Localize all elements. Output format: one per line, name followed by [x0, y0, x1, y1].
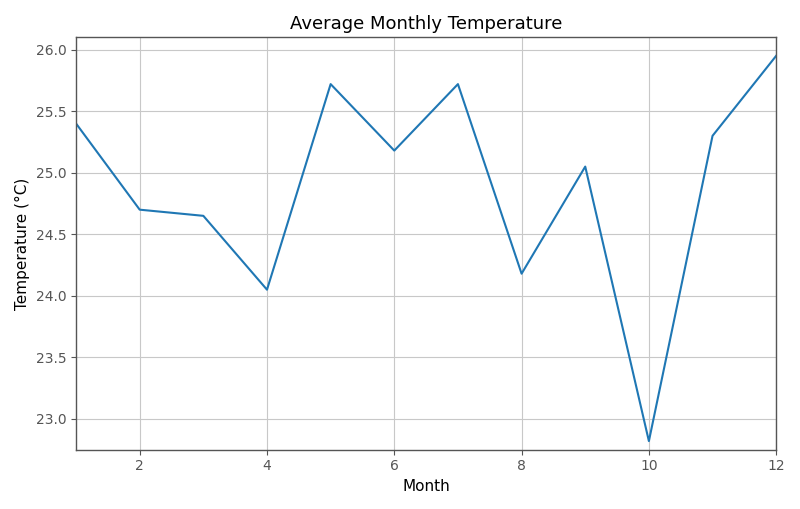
- Y-axis label: Temperature (°C): Temperature (°C): [15, 178, 30, 309]
- X-axis label: Month: Month: [402, 479, 450, 494]
- Title: Average Monthly Temperature: Average Monthly Temperature: [290, 15, 562, 33]
